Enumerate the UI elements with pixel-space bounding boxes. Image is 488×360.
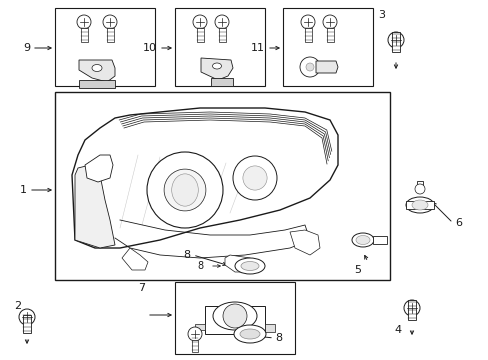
Text: 1: 1 [20, 185, 27, 195]
Polygon shape [72, 108, 337, 248]
Text: 6: 6 [454, 218, 461, 228]
Ellipse shape [92, 64, 102, 72]
Bar [416, 181, 422, 191]
Bar [195, 324, 204, 330]
Text: 11: 11 [250, 43, 264, 53]
Circle shape [403, 300, 419, 316]
Bar [79, 80, 115, 88]
Circle shape [232, 156, 276, 200]
Circle shape [103, 15, 117, 29]
Circle shape [243, 166, 266, 190]
Ellipse shape [355, 235, 369, 244]
Bar [372, 236, 386, 244]
Bar [81, 28, 87, 42]
Circle shape [387, 32, 403, 48]
Polygon shape [289, 230, 319, 255]
Text: 9: 9 [23, 43, 30, 53]
Bar [196, 28, 203, 42]
Bar [192, 340, 198, 352]
Ellipse shape [235, 258, 264, 274]
Circle shape [147, 152, 223, 228]
Ellipse shape [405, 197, 433, 213]
Bar [391, 32, 399, 52]
Bar [175, 8, 264, 86]
Bar [106, 28, 113, 42]
Circle shape [19, 309, 35, 325]
Text: 8: 8 [274, 333, 282, 343]
Polygon shape [224, 255, 260, 272]
Ellipse shape [171, 174, 198, 206]
Polygon shape [75, 165, 115, 248]
Bar [204, 306, 264, 334]
Polygon shape [122, 248, 148, 270]
Circle shape [305, 63, 313, 71]
Text: 5: 5 [354, 265, 361, 275]
Bar [407, 300, 415, 320]
Ellipse shape [351, 233, 373, 247]
Bar [405, 201, 433, 209]
Ellipse shape [234, 325, 265, 343]
Bar [304, 28, 311, 42]
Circle shape [77, 15, 91, 29]
Circle shape [215, 15, 228, 29]
Ellipse shape [213, 302, 257, 330]
Circle shape [414, 184, 424, 194]
Ellipse shape [411, 200, 427, 210]
Text: 8: 8 [183, 250, 190, 260]
Polygon shape [201, 58, 232, 80]
Bar [55, 8, 155, 86]
Circle shape [193, 15, 206, 29]
Circle shape [164, 169, 205, 211]
Bar [326, 28, 333, 42]
Circle shape [323, 15, 336, 29]
Bar [218, 28, 225, 42]
Bar [210, 78, 232, 86]
Polygon shape [85, 155, 113, 182]
Text: 2: 2 [14, 301, 21, 311]
Bar [23, 315, 31, 333]
Polygon shape [315, 61, 337, 73]
Text: 7: 7 [138, 283, 145, 293]
Text: 10: 10 [142, 43, 157, 53]
Ellipse shape [240, 329, 260, 339]
Polygon shape [79, 60, 115, 82]
Text: 8: 8 [198, 261, 203, 271]
Bar [55, 92, 389, 280]
Circle shape [301, 15, 314, 29]
Bar [175, 282, 294, 354]
Bar [283, 8, 372, 86]
Circle shape [299, 57, 319, 77]
Ellipse shape [212, 63, 221, 69]
Text: 4: 4 [394, 325, 401, 335]
Circle shape [187, 327, 202, 341]
Bar [264, 324, 274, 332]
Circle shape [223, 304, 246, 328]
Ellipse shape [241, 261, 259, 270]
Text: 3: 3 [377, 10, 384, 20]
